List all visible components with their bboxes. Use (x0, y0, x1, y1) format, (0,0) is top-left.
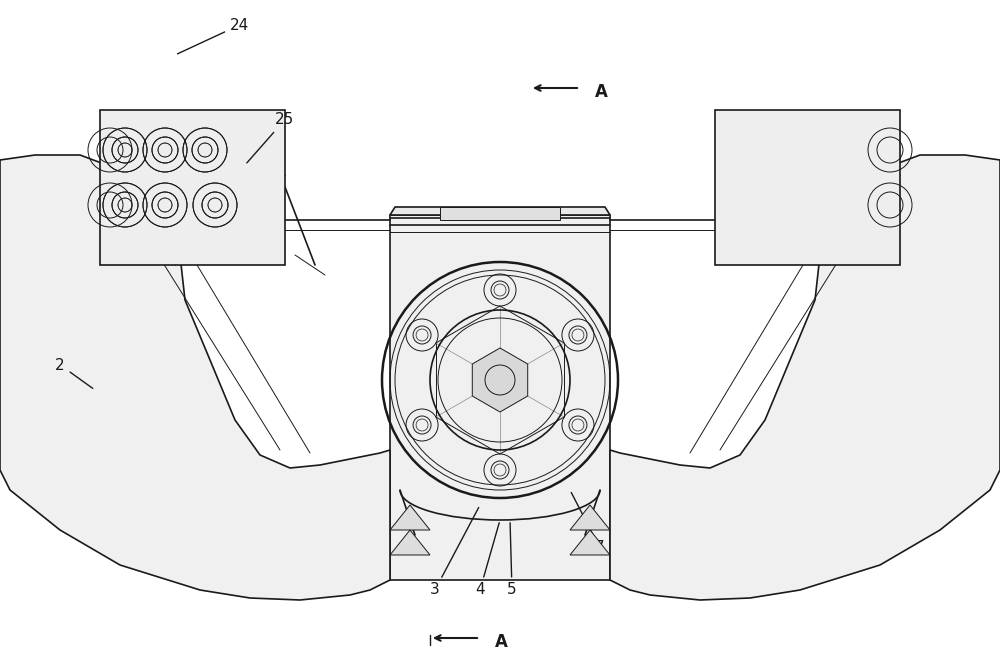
Polygon shape (0, 155, 390, 600)
Text: A: A (595, 83, 608, 101)
Polygon shape (472, 348, 528, 412)
Text: 4: 4 (475, 523, 499, 597)
Polygon shape (610, 155, 1000, 600)
Text: 2: 2 (55, 358, 93, 388)
Polygon shape (390, 207, 610, 215)
Polygon shape (715, 110, 900, 265)
Text: 5: 5 (507, 523, 517, 597)
Polygon shape (390, 215, 610, 580)
Polygon shape (440, 207, 560, 220)
Polygon shape (570, 505, 610, 530)
Text: 24: 24 (178, 17, 249, 54)
Text: 3: 3 (430, 507, 479, 597)
Polygon shape (390, 505, 430, 530)
Text: A: A (495, 633, 508, 651)
Polygon shape (100, 110, 285, 265)
Text: 7: 7 (571, 492, 605, 555)
Text: 25: 25 (247, 113, 294, 163)
Polygon shape (390, 530, 430, 555)
Polygon shape (570, 530, 610, 555)
